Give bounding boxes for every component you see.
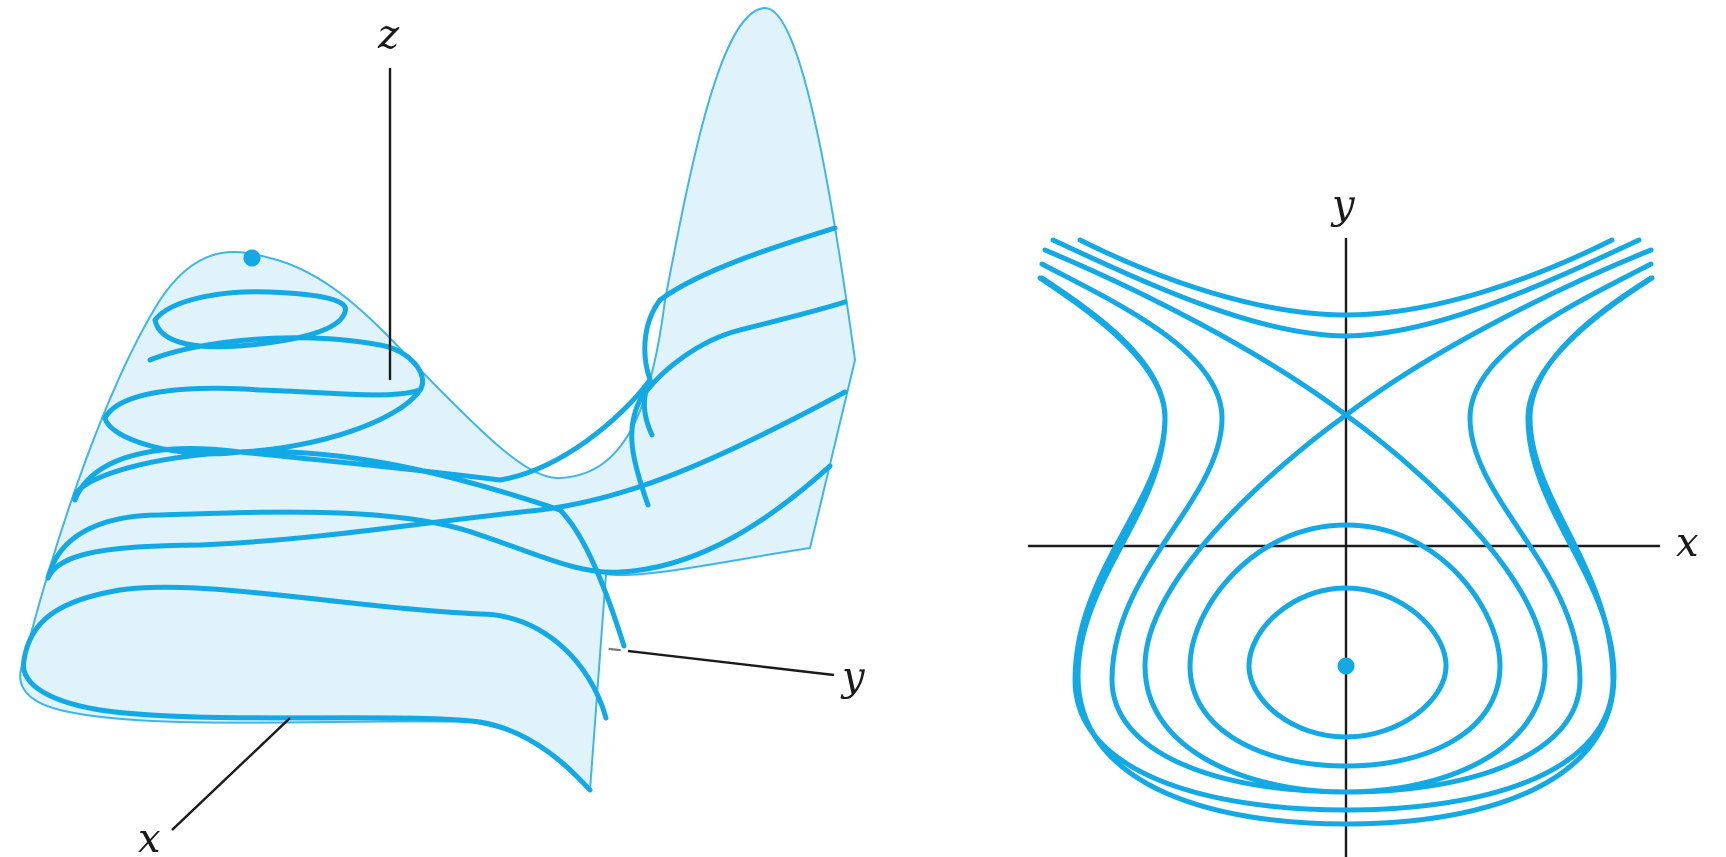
surface-level-curve xyxy=(642,225,838,383)
surface-level-curve xyxy=(45,463,833,581)
surface-level-curve xyxy=(45,389,848,581)
surface-level-curve xyxy=(72,449,627,649)
contour-curve xyxy=(1246,585,1449,740)
contour-curve xyxy=(1187,522,1503,769)
y-axis xyxy=(627,649,835,677)
contour-curve xyxy=(1077,237,1615,318)
y-axis-label: y xyxy=(840,654,866,700)
contour-x-axis-label: x xyxy=(1676,520,1699,566)
contour-curve xyxy=(1039,261,1654,795)
contour-curve xyxy=(1050,237,1642,339)
surface-sheet xyxy=(19,6,857,793)
contour-critical-point xyxy=(1337,657,1355,675)
surface-level-curve xyxy=(102,387,423,457)
contour-plot: x y xyxy=(1028,182,1699,857)
surface-level-curve xyxy=(21,584,609,721)
contour-separatrix-branch xyxy=(1343,247,1654,418)
z-axis-label: z xyxy=(377,12,400,58)
surface-level-curve xyxy=(21,657,593,793)
x-axis-label: x xyxy=(138,816,161,857)
contour-separatrix-branch xyxy=(1042,247,1349,418)
surface-level-curve xyxy=(637,299,848,403)
contour-y-axis-label: y xyxy=(1330,182,1356,228)
surface-critical-point xyxy=(243,249,261,267)
surface-level-curve xyxy=(641,377,655,438)
surface-plot: z x y xyxy=(19,6,866,857)
contour-curve xyxy=(1037,275,1655,827)
surface-level-curve xyxy=(72,377,653,503)
x-axis xyxy=(171,717,291,831)
surface-level-curve xyxy=(629,397,651,508)
surface-level-curve xyxy=(152,289,348,350)
